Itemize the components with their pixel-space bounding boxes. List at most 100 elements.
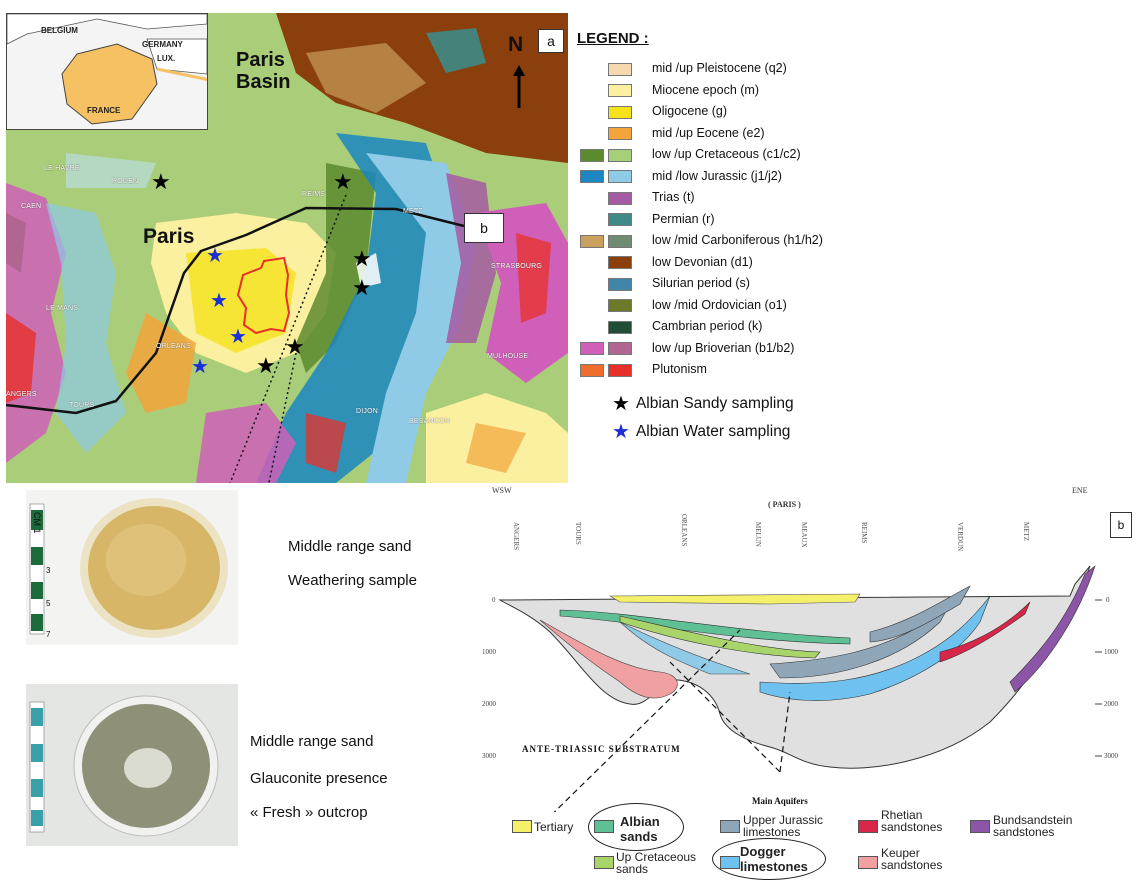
legend-swatch [608, 364, 632, 377]
city-label: LE HAVRE [44, 165, 80, 172]
direction-ene: ENE [1072, 486, 1088, 495]
legend-row [580, 297, 636, 315]
legend-water-sampling: ★ Albian Water sampling [612, 422, 790, 442]
legend-sampling-label: Albian Sandy sampling [636, 395, 794, 413]
legend-label: low Devonian (d1) [652, 255, 753, 269]
legend-sampling-label: Albian Water sampling [636, 423, 791, 441]
aquifer-label: Dogger limestones [740, 844, 808, 874]
city-label: MULHOUSE [487, 353, 528, 360]
legend-sandy-sampling: ★ Albian Sandy sampling [612, 394, 794, 414]
glauconite-sample-photo [26, 684, 238, 846]
legend-swatch [608, 127, 632, 140]
city-label: BESANCON [409, 418, 450, 425]
sandy-sample-star-icon: ★ [333, 171, 353, 193]
sandy-sample-star-icon: ★ [256, 355, 276, 377]
weathering-sample-photo: CM 1 3 5 7 [26, 490, 238, 645]
section-city: TOURS [574, 522, 582, 545]
legend-swatch [580, 235, 604, 248]
photo-caption: Weathering sample [288, 572, 417, 589]
legend-title: LEGEND : [577, 30, 649, 47]
legend-label: Miocene epoch (m) [652, 83, 759, 97]
section-city: MELUN [754, 522, 762, 547]
legend-label: Plutonism [652, 362, 707, 376]
legend-swatch [580, 342, 604, 355]
swatch-rhetian [858, 820, 878, 833]
legend-row [580, 275, 636, 293]
legend-swatch-empty [580, 256, 604, 269]
direction-wsw: WSW [492, 486, 512, 495]
legend-swatch [608, 106, 632, 119]
legend-row [580, 211, 636, 229]
legend-label: Cambrian period (k) [652, 319, 762, 333]
legend-row [580, 318, 636, 336]
legend-swatch [580, 170, 604, 183]
aquifer-label: Up Cretaceous sands [616, 851, 696, 875]
depth-tick: 1000 [1104, 648, 1118, 656]
country-label: LUX. [157, 54, 175, 63]
city-label: STRASBOURG [491, 263, 542, 270]
depth-tick: 2000 [482, 700, 496, 708]
country-label: BELGIUM [41, 26, 78, 35]
water-sample-star-icon: ★ [210, 291, 228, 311]
legend-label: Trias (t) [652, 190, 695, 204]
photo-caption: « Fresh » outcrop [250, 804, 368, 821]
aquifer-label: Tertiary [534, 821, 573, 833]
paris-label: Paris [143, 225, 194, 249]
legend-swatch [608, 256, 632, 269]
depth-tick: 1000 [482, 648, 496, 656]
legend-label: mid /up Pleistocene (q2) [652, 61, 787, 75]
photo-caption: Middle range sand [250, 733, 373, 750]
legend-row [580, 189, 636, 207]
legend-swatch [580, 364, 604, 377]
legend-row [580, 125, 636, 143]
country-label: FRANCE [87, 106, 120, 115]
legend-swatch [608, 170, 632, 183]
aquifer-label: Rhetian sandstones [881, 809, 942, 833]
legend-swatch-empty [580, 192, 604, 205]
city-label: METZ [403, 208, 423, 215]
legend-swatch [608, 213, 632, 226]
sandy-sample-star-icon: ★ [352, 248, 372, 270]
legend-label: Permian (r) [652, 212, 715, 226]
country-label: GERMANY [142, 40, 183, 49]
blue-star-icon: ★ [612, 422, 630, 442]
cross-section: WSW ENE ( PARIS ) ANGERS TOURS ORLEANS M… [470, 482, 1136, 812]
legend-swatch [608, 235, 632, 248]
section-city: ANGERS [512, 522, 520, 550]
legend-swatch-empty [580, 127, 604, 140]
section-paris-label: ( PARIS ) [768, 500, 801, 509]
scale-tick: 3 [46, 566, 50, 575]
geological-map: LE HAVRE ROUEN CAEN REIMS METZ STRASBOUR… [6, 13, 568, 483]
scale-tick: 5 [46, 599, 50, 608]
inset-map: BELGIUM GERMANY LUX. FRANCE [6, 13, 208, 130]
legend-swatch [608, 299, 632, 312]
aquifer-label: Albian sands [620, 814, 660, 844]
city-label: CAEN [21, 203, 41, 210]
city-label: ANGERS [6, 391, 37, 398]
city-label: TOURS [69, 402, 94, 409]
depth-tick: 0 [492, 596, 496, 604]
depth-tick: 3000 [482, 752, 496, 760]
aquifer-label: Keuper sandstones [881, 847, 942, 871]
legend-label: Silurian period (s) [652, 276, 750, 290]
legend-swatch [580, 149, 604, 162]
water-sample-star-icon: ★ [191, 357, 209, 377]
aquifer-label: Upper Jurassic limestones [743, 814, 823, 838]
north-label: N [508, 33, 523, 57]
swatch-tertiary [512, 820, 532, 833]
water-sample-star-icon: ★ [206, 246, 224, 266]
legend-swatch-empty [580, 321, 604, 334]
legend-swatch-empty [580, 299, 604, 312]
section-line-label: b [464, 213, 504, 243]
city-label: REIMS [302, 191, 325, 198]
legend-row [580, 168, 636, 186]
depth-tick: 0 [1106, 596, 1110, 604]
legend-row [580, 146, 636, 164]
legend-swatch [608, 63, 632, 76]
legend-swatch [608, 278, 632, 291]
swatch-keuper [858, 856, 878, 869]
legend-swatch-empty [580, 278, 604, 291]
substratum-label: ANTE-TRIASSIC SUBSTRATUM [522, 744, 681, 754]
legend-label: Oligocene (g) [652, 104, 727, 118]
legend-label: low /mid Ordovician (o1) [652, 298, 787, 312]
